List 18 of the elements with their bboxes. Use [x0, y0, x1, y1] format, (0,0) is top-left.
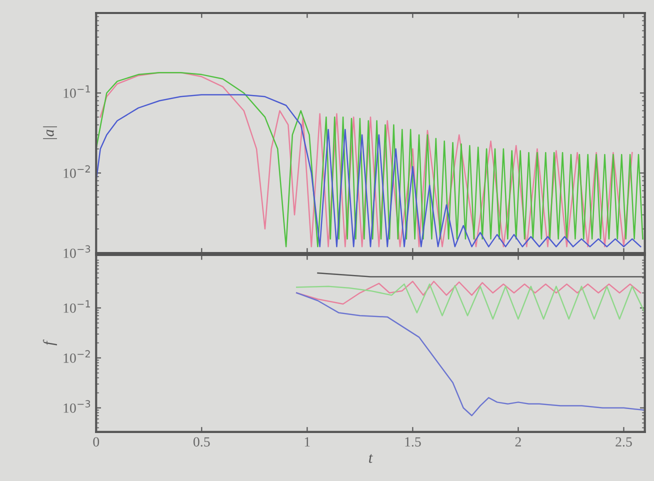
y-tick-label: 10$^{−1}$	[64, 300, 90, 313]
y-tick-label: 10$^{−2}$	[64, 350, 90, 363]
x-tick-label: 1.5	[405, 437, 421, 447]
y-tick-label: 10$^{−1}$	[64, 85, 90, 98]
x-tick-label: 2.5	[616, 437, 632, 447]
y-axis-title: |a|	[43, 126, 57, 140]
y-tick-label: 10$^{−2}$	[64, 165, 90, 178]
x-tick-label: 0.5	[194, 437, 210, 447]
y-tick-label: 10$^{−3}$	[64, 400, 90, 413]
line-series	[296, 280, 642, 305]
x-tick-label: 1	[304, 437, 310, 446]
line-series	[296, 292, 645, 416]
y-axis-title: f	[42, 340, 57, 346]
x-tick-label: 2	[515, 437, 521, 446]
x-axis-title: t	[369, 454, 373, 463]
y-tick-label: 10$^{−3}$	[64, 245, 90, 258]
x-tick-label: 0	[93, 437, 100, 447]
line-series	[296, 283, 645, 320]
